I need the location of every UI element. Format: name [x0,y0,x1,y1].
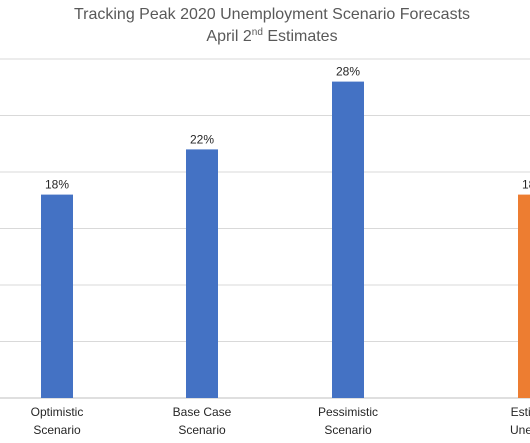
x-tick-label: Scenario [324,423,372,437]
bar [518,194,530,398]
x-tick-label: Optimistic [31,405,84,419]
x-tick-label: Scenario [33,423,81,437]
subtitle-text: April 2 [206,28,251,45]
data-label: 18% [45,178,69,192]
x-tick-label: Base Case [173,405,232,419]
bar [186,149,218,398]
x-tick-label: Pessimistic [318,405,378,419]
x-tick-label: Estimate [511,405,530,419]
x-tick-label: Scenario [178,423,226,437]
subtitle-text: Estimates [263,28,338,45]
bar [41,194,73,398]
subtitle-superscript: nd [252,27,263,38]
data-label: 22% [190,132,214,146]
data-label: 18% [522,178,530,192]
chart-title: Tracking Peak 2020 Unemployment Scenario… [74,6,470,23]
x-tick-label: Unemplo [510,423,530,437]
data-label: 28% [336,65,360,79]
chart-subtitle: April 2nd Estimates [206,27,337,45]
bar [332,81,364,398]
